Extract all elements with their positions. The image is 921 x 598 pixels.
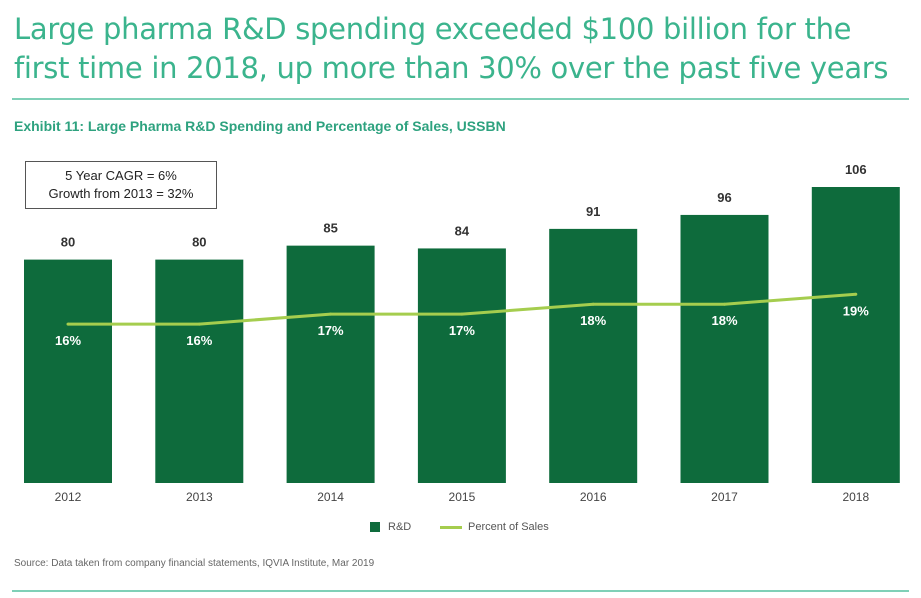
bars-layer <box>24 187 900 483</box>
exhibit-title: Exhibit 11: Large Pharma R&D Spending an… <box>14 118 506 134</box>
bar-value-label: 84 <box>455 223 470 238</box>
percent-label: 16% <box>186 333 212 348</box>
x-tick-label: 2012 <box>55 490 82 504</box>
x-tick-label: 2013 <box>186 490 213 504</box>
legend-bar-swatch <box>370 522 380 532</box>
x-tick-label: 2015 <box>449 490 476 504</box>
bar-2018 <box>811 187 900 483</box>
x-tick-label: 2017 <box>711 490 738 504</box>
bar-value-label: 96 <box>717 190 731 205</box>
labels-layer: 80 2012 80 2013 85 2014 84 2015 91 2016 96 2017 106 2… <box>55 162 870 504</box>
bar-value-label: 80 <box>192 235 206 250</box>
percent-label: 17% <box>449 323 475 338</box>
cagr-line: 5 Year CAGR = 6% <box>65 168 177 183</box>
line-point <box>66 322 70 326</box>
legend-line-swatch <box>440 525 462 529</box>
line-point <box>723 302 726 306</box>
bar-2015 <box>417 248 506 483</box>
bar-2016 <box>549 228 638 483</box>
percent-label: 18% <box>580 313 606 328</box>
x-tick-label: 2018 <box>842 490 869 504</box>
legend-bar-label: R&D <box>388 521 412 533</box>
source-note: Source: Data taken from company financia… <box>14 558 375 569</box>
line-point <box>854 292 858 296</box>
bar-value-label: 106 <box>845 162 867 177</box>
bar-2017 <box>680 214 769 483</box>
top-divider <box>12 98 909 100</box>
bar-value-label: 85 <box>323 221 337 236</box>
percent-label: 19% <box>843 303 869 318</box>
percent-label: 18% <box>711 313 737 328</box>
legend-item-percent: Percent of Sales <box>440 521 549 533</box>
percent-label: 16% <box>55 333 81 348</box>
bar-value-label: 91 <box>586 204 600 219</box>
percent-label: 17% <box>318 323 344 338</box>
bar-2014 <box>286 245 375 483</box>
chart: 80 2012 80 2013 85 2014 84 2015 91 2016 96 2017 106 2… <box>24 162 900 504</box>
cagr-annotation: 5 Year CAGR = 6% Growth from 2013 = 32% <box>25 161 217 209</box>
growth-line: Growth from 2013 = 32% <box>48 186 194 201</box>
x-tick-label: 2016 <box>580 490 607 504</box>
bar-2012 <box>24 259 112 483</box>
line-point <box>197 322 201 326</box>
line-point <box>591 302 595 306</box>
page-headline: Large pharma R&D spending exceeded $100 … <box>14 12 889 85</box>
line-layer <box>66 292 858 326</box>
x-tick-label: 2014 <box>317 490 344 504</box>
bar-2013 <box>155 259 244 483</box>
legend-line-label: Percent of Sales <box>468 521 549 533</box>
bar-value-label: 80 <box>61 235 75 250</box>
legend-item-rd: R&D <box>370 521 411 533</box>
line-point <box>329 312 333 316</box>
bottom-divider <box>12 590 909 592</box>
line-point <box>460 312 464 316</box>
